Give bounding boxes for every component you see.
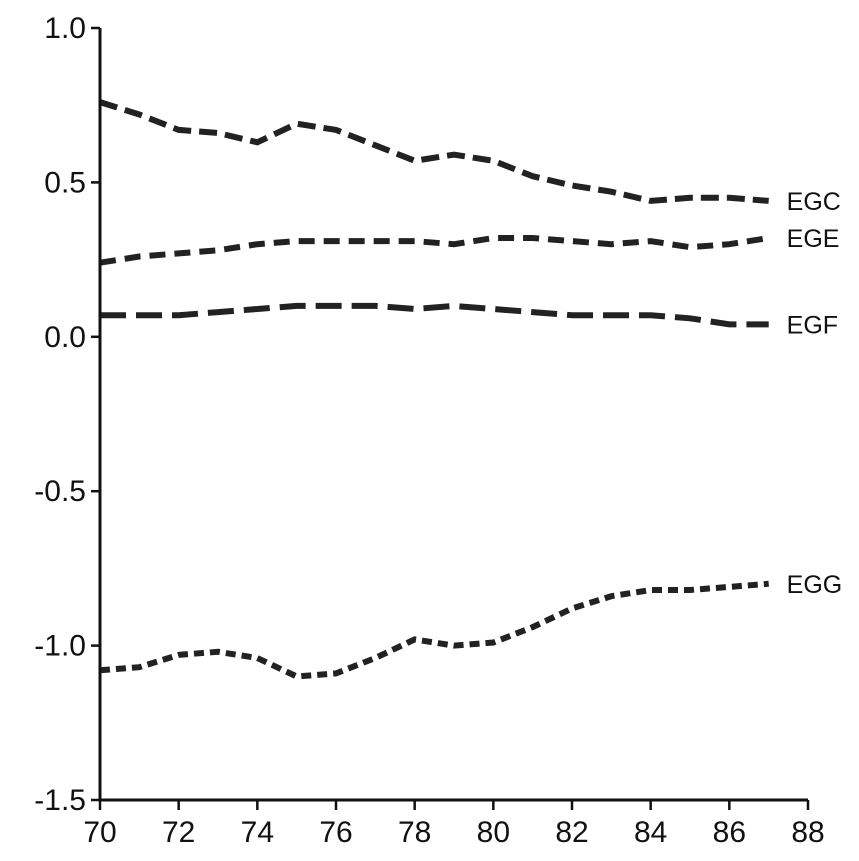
series-lines xyxy=(99,99,770,680)
x-tick-label: 80 xyxy=(477,816,510,849)
y-tick-label: 0.0 xyxy=(44,321,86,354)
series-label-egc: EGC xyxy=(787,188,841,216)
x-axis-ticks: 70 72 74 76 78 80 82 84 86 88 xyxy=(83,800,825,849)
x-tick-label: 70 xyxy=(83,816,116,849)
x-tick-label: 84 xyxy=(634,816,667,849)
y-tick-label: -1.0 xyxy=(34,630,86,663)
x-tick-label: 72 xyxy=(162,816,195,849)
y-tick-label: 0.5 xyxy=(44,166,86,199)
x-tick-label: 74 xyxy=(241,816,274,849)
x-tick-label: 76 xyxy=(319,816,352,849)
y-tick-label: -1.5 xyxy=(34,784,86,817)
y-tick-label: -0.5 xyxy=(34,475,86,508)
x-tick-label: 78 xyxy=(398,816,431,849)
series-label-egf: EGF xyxy=(787,311,838,339)
series-line-ege xyxy=(99,235,770,266)
series-line-egf xyxy=(100,302,769,328)
y-tick-label: 1.0 xyxy=(44,12,86,45)
x-tick-label: 88 xyxy=(791,816,824,849)
series-label-ege: EGE xyxy=(787,225,840,253)
series-line-egg xyxy=(99,580,769,680)
y-axis-ticks: 1.0 0.5 0.0 -0.5 -1.0 -1.5 xyxy=(34,12,100,817)
x-tick-label: 82 xyxy=(555,816,588,849)
x-tick-label: 86 xyxy=(713,816,746,849)
series-label-egg: EGG xyxy=(787,571,843,599)
series-labels: EGC EGE EGF EGG xyxy=(787,188,843,599)
series-line-egc xyxy=(99,99,769,204)
